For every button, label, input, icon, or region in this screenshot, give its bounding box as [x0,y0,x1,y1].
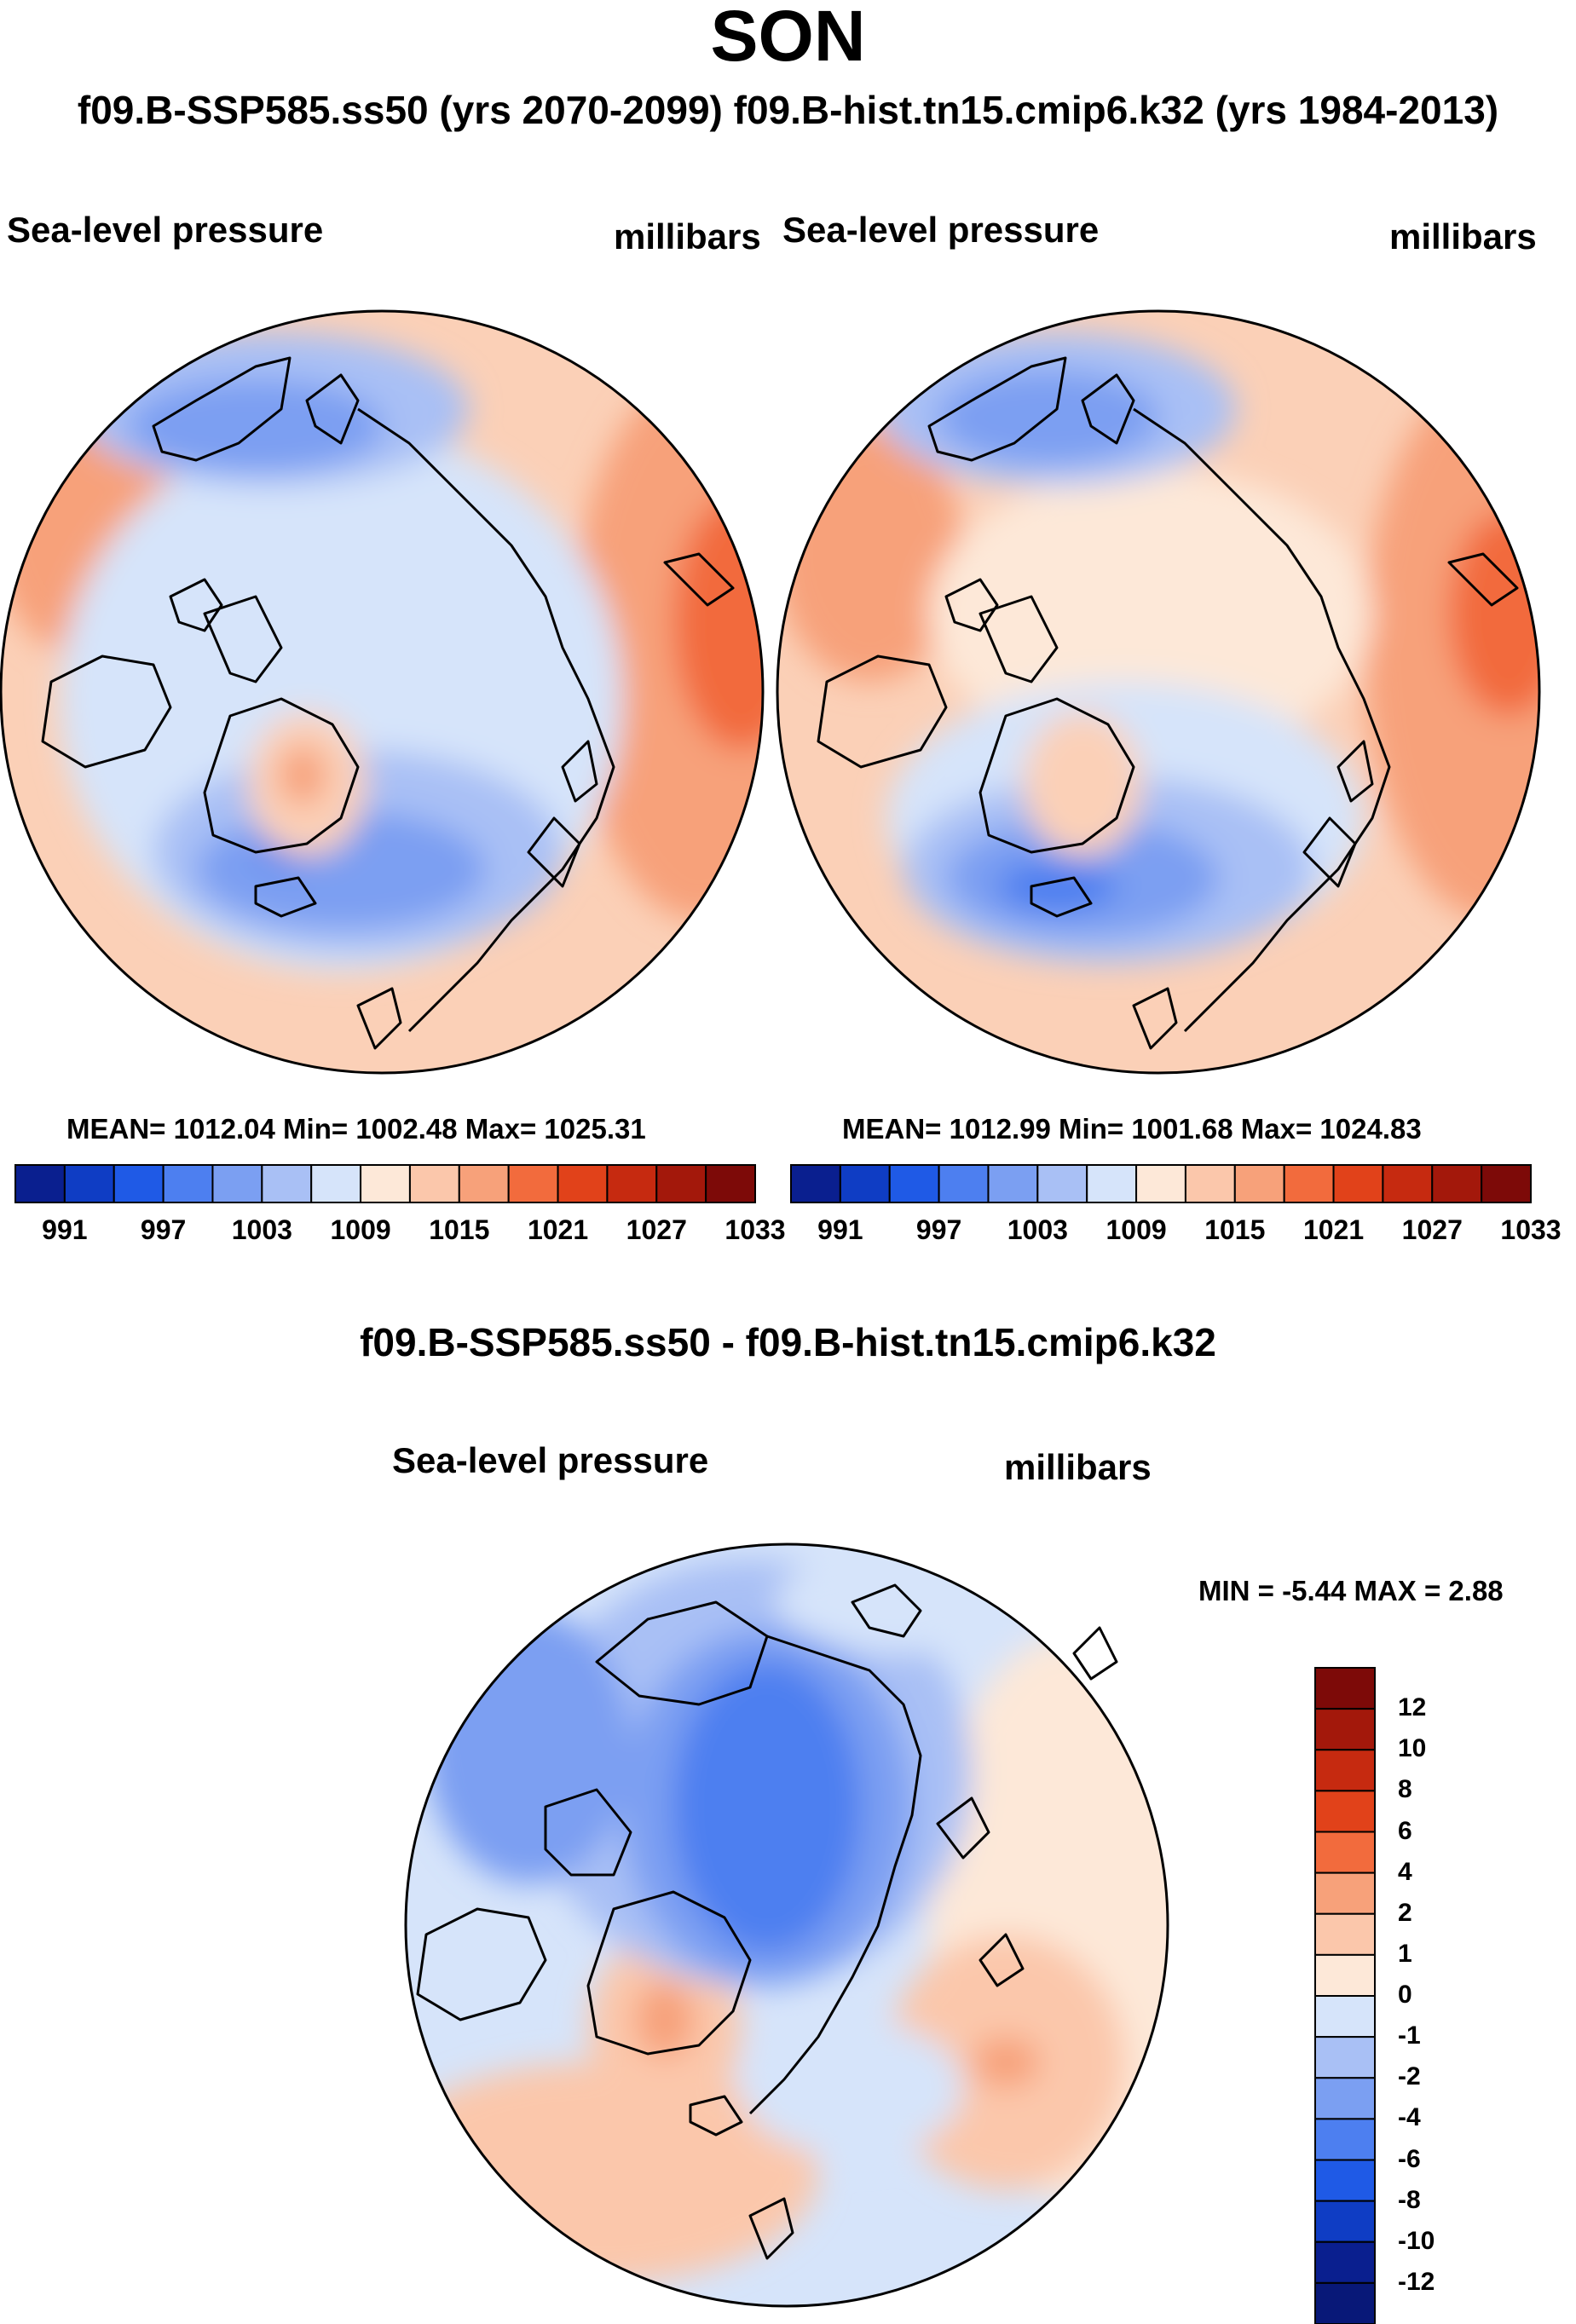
figure-subtitle: f09.B-SSP585.ss50 (yrs 2070-2099) f09.B-… [77,88,1499,132]
right-colorbar-tick-label: 1003 [1007,1214,1068,1245]
left-colorbar-swatch [310,1164,362,1203]
right-units-label: millibars [1389,216,1537,257]
diff-colorbar-tick-label: 8 [1398,1775,1412,1804]
right-colorbar-tick-label: 997 [915,1214,962,1245]
diff-colorbar-swatch [1314,1912,1376,1956]
left-colorbar-swatch [211,1164,263,1203]
diff-colorbar-swatch [1314,2077,1376,2120]
left-colorbar-tick-label: 991 [42,1214,88,1245]
diff-colorbar-swatch [1314,1790,1376,1833]
right-colorbar-tick-label: 1015 [1204,1214,1266,1245]
diff-colorbar-tick-label: 6 [1398,1816,1412,1845]
right-colorbar-tick-label: 991 [817,1214,863,1245]
right-colorbar-swatch [1184,1164,1236,1203]
left-colorbar-swatch [162,1164,214,1203]
left-colorbar [14,1164,757,1203]
diff-units-label: millibars [1004,1447,1152,1487]
right-colorbar-swatch [987,1164,1039,1203]
diff-colorbar-swatch [1314,1831,1376,1874]
left-units-label: millibars [614,216,761,257]
diff-colorbar-tick-label: -8 [1398,2185,1421,2214]
right-colorbar-labels: 991 997 1003 1009 1015 1021 1027 1033 [791,1214,1561,1249]
left-colorbar-swatch [557,1164,609,1203]
right-colorbar-swatch [1431,1164,1483,1203]
diff-colorbar-swatch [1314,2281,1376,2324]
left-colorbar-swatch [705,1164,757,1203]
left-colorbar-swatch [655,1164,707,1203]
diff-colorbar-tick-label: 4 [1398,1857,1412,1886]
figure-title: SON [710,0,866,76]
diff-colorbar-swatch [1314,1871,1376,1915]
diff-colorbar-tick-label: -4 [1398,2103,1421,2132]
diff-colorbar-swatch [1314,2200,1376,2243]
diff-colorbar-tick-label: 2 [1398,1898,1412,1927]
right-colorbar-tick-label: 1009 [1106,1214,1167,1245]
left-colorbar-tick-label: 997 [140,1214,187,1245]
diff-colorbar-swatch [1314,2036,1376,2079]
right-colorbar-swatch [1332,1164,1384,1203]
diff-colorbar-swatch [1314,1953,1376,1997]
diff-colorbar-tick-label: -2 [1398,2062,1421,2091]
right-variable-label: Sea-level pressure [782,210,1100,250]
diff-colorbar-tick-label: 12 [1398,1693,1427,1722]
left-colorbar-labels: 991 997 1003 1009 1015 1021 1027 1033 [15,1214,785,1249]
diff-colorbar-tick-label: -1 [1398,2021,1421,2050]
left-colorbar-tick-label: 1027 [626,1214,687,1245]
left-colorbar-swatch [360,1164,411,1203]
diff-colorbar-swatch [1314,1708,1376,1751]
right-colorbar-swatch [839,1164,891,1203]
diff-variable-label: Sea-level pressure [392,1440,709,1480]
left-colorbar-swatch [458,1164,510,1203]
left-variable-label: Sea-level pressure [7,210,324,250]
left-colorbar-tick-label: 1015 [429,1214,490,1245]
left-colorbar-tick-label: 1033 [724,1214,786,1245]
diff-colorbar-swatch [1314,2159,1376,2202]
diff-colorbar-labels: 12 10 8 6 4 2 1 0 -1 -2 -4 -6 -8 -10 -12 [1398,1668,1500,2324]
diff-colorbar-tick-label: 10 [1398,1734,1427,1763]
right-colorbar-swatch [1481,1164,1533,1203]
diff-colorbar-tick-label: -12 [1398,2267,1435,2296]
left-stats: MEAN= 1012.04 Min= 1002.48 Max= 1025.31 [66,1113,646,1145]
right-colorbar [790,1164,1533,1203]
diff-colorbar-swatch [1314,1749,1376,1792]
right-colorbar-swatch [1233,1164,1285,1203]
left-colorbar-swatch [606,1164,658,1203]
right-colorbar-swatch [888,1164,940,1203]
diff-colorbar-tick-label: 1 [1398,1939,1412,1968]
diff-title: f09.B-SSP585.ss50 - f09.B-hist.tn15.cmip… [360,1320,1216,1364]
diff-colorbar-tick-label: -6 [1398,2144,1421,2173]
right-colorbar-tick-label: 1027 [1401,1214,1463,1245]
diff-colorbar-swatch [1314,1667,1376,1710]
left-colorbar-tick-label: 1021 [527,1214,589,1245]
left-colorbar-swatch [507,1164,559,1203]
right-stats: MEAN= 1012.99 Min= 1001.68 Max= 1024.83 [842,1113,1422,1145]
diff-colorbar-swatch [1314,2240,1376,2284]
right-colorbar-tick-label: 1021 [1302,1214,1365,1245]
diff-colorbar-tick-label: -10 [1398,2226,1435,2255]
diff-colorbar-tick-label: 0 [1398,1981,1412,2009]
diff-colorbar-swatch [1314,2118,1376,2161]
right-colorbar-tick-label: 1033 [1500,1214,1562,1245]
left-colorbar-tick-label: 1009 [330,1214,391,1245]
diff-colorbar-swatch [1314,1995,1376,2039]
right-colorbar-swatch [1086,1164,1138,1203]
diff-stats: MIN = -5.44 MAX = 2.88 [1198,1575,1504,1606]
left-colorbar-swatch [408,1164,460,1203]
left-colorbar-tick-label: 1003 [231,1214,292,1245]
diff-colorbar [1314,1667,1376,2324]
